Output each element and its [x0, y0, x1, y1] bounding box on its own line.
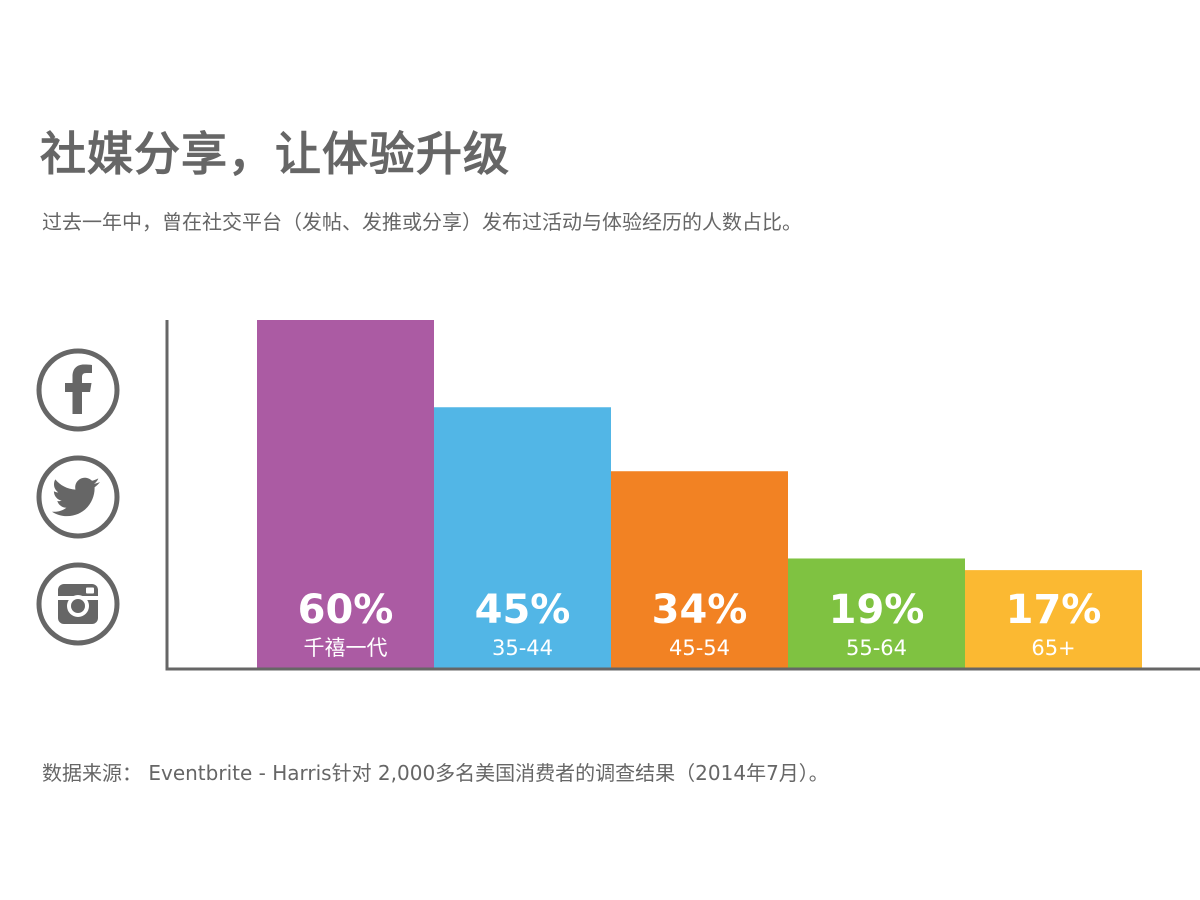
facebook-icon	[36, 348, 120, 432]
twitter-icon	[36, 455, 120, 539]
bar-category-label: 35-44	[492, 636, 553, 660]
chart-title: 社媒分享，让体验升级	[40, 127, 510, 181]
data-source-note: 数据来源： Eventbrite - Harris针对 2,000多名美国消费者…	[42, 761, 829, 785]
bar-3	[611, 471, 788, 669]
bar-value-label: 45%	[475, 587, 571, 633]
bar-value-label: 19%	[829, 587, 925, 633]
instagram-icon	[36, 562, 120, 646]
bar-category-label: 65+	[1031, 636, 1075, 660]
bar-category-label: 45-54	[669, 636, 730, 660]
bar-5	[965, 570, 1142, 669]
bar-value-label: 34%	[652, 587, 748, 633]
bar-2	[434, 407, 611, 669]
bar-category-label: 千禧一代	[304, 636, 388, 660]
chart-subtitle: 过去一年中，曾在社交平台（发帖、发推或分享）发布过活动与体验经历的人数占比。	[42, 210, 802, 234]
bar-category-label: 55-64	[846, 636, 907, 660]
bar-value-label: 17%	[1006, 587, 1102, 633]
bar-1	[257, 320, 434, 669]
bar-value-label: 60%	[298, 587, 394, 633]
bar-4	[788, 558, 965, 669]
